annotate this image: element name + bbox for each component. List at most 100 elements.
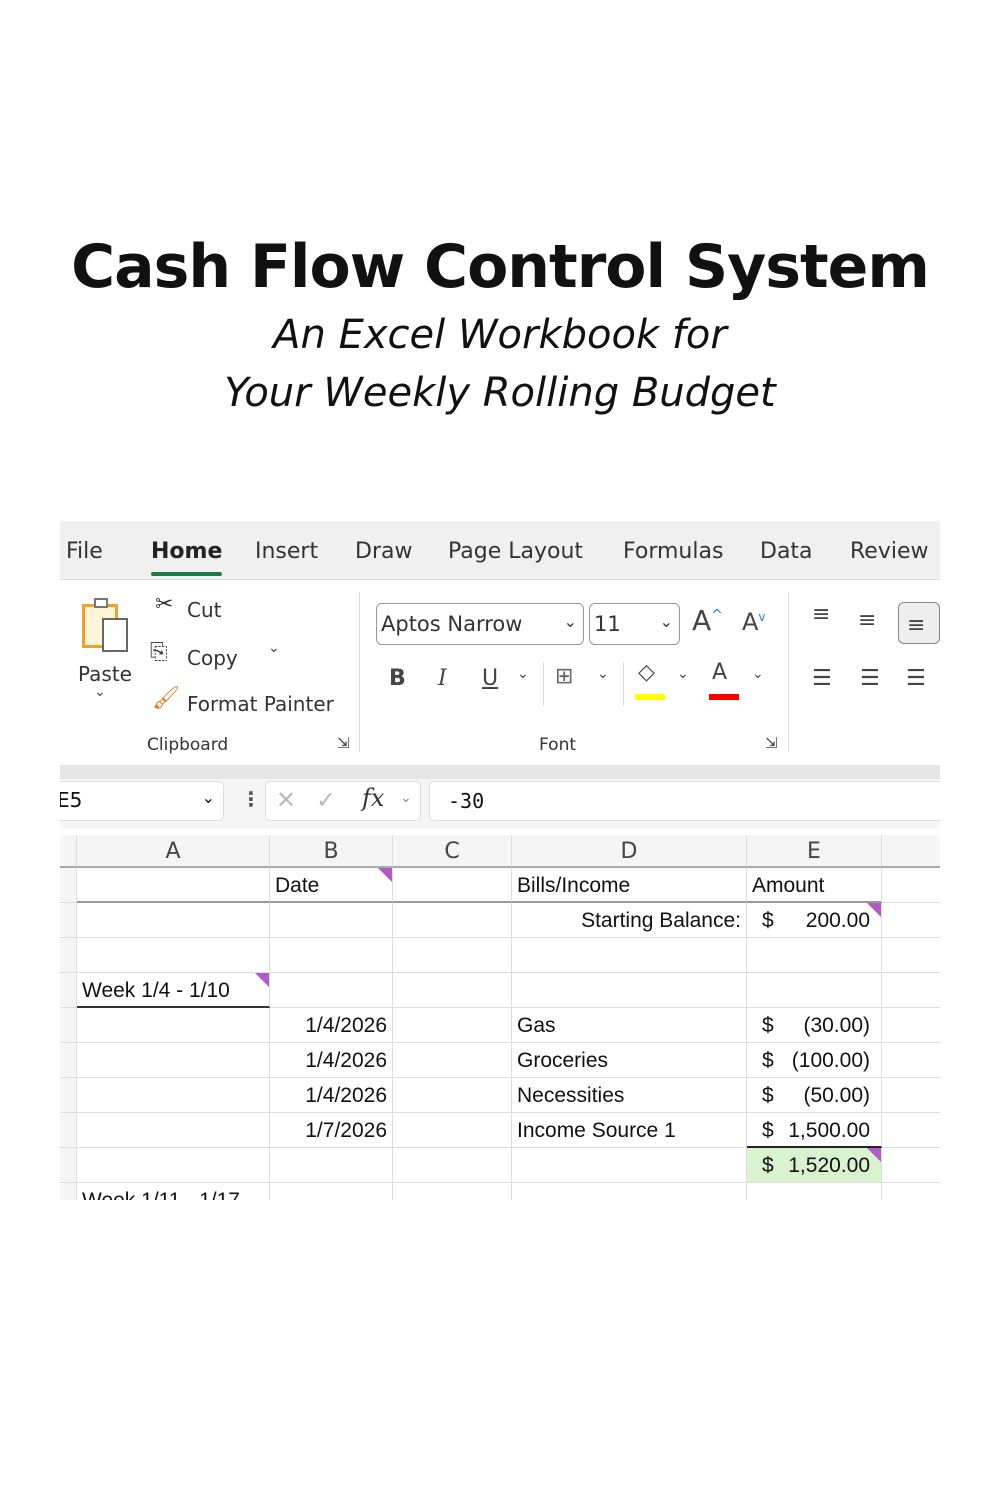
font-size-select[interactable]: 11 ⌄ [589, 603, 680, 645]
cell-f7[interactable] [882, 1078, 940, 1113]
cancel-icon[interactable]: ✕ [276, 786, 297, 814]
cell-d4[interactable] [512, 973, 747, 1008]
align-middle-icon[interactable]: ≡ [858, 608, 877, 633]
cell-b4[interactable] [270, 973, 393, 1008]
cell-e4[interactable] [747, 973, 882, 1008]
fill-color-icon[interactable]: ◇ [638, 660, 655, 685]
copy-button[interactable]: Copy [187, 646, 238, 670]
cell-b2[interactable] [270, 903, 393, 938]
row-header[interactable] [60, 1183, 77, 1200]
cell-f8[interactable] [882, 1113, 940, 1148]
cell-e3[interactable] [747, 938, 882, 973]
cell-c3[interactable] [393, 938, 512, 973]
column-header-f[interactable] [882, 835, 940, 868]
cell-b9[interactable] [270, 1148, 393, 1183]
cell-c2[interactable] [393, 903, 512, 938]
cell-a6[interactable] [77, 1043, 270, 1078]
tab-page-layout[interactable]: Page Layout [448, 539, 584, 564]
cell-b8[interactable]: 1/7/2026 [270, 1113, 393, 1148]
cell-f2[interactable] [882, 903, 940, 938]
cell-b6[interactable]: 1/4/2026 [270, 1043, 393, 1078]
cell-c1[interactable] [393, 868, 512, 903]
cell-d5[interactable]: Gas [512, 1008, 747, 1043]
row-header[interactable] [60, 1148, 77, 1183]
row-header[interactable] [60, 1008, 77, 1043]
cell-a7[interactable] [77, 1078, 270, 1113]
cell-f9[interactable] [882, 1148, 940, 1183]
name-box[interactable]: E5 ⌄ [60, 781, 224, 821]
align-bottom-button[interactable]: ≡ [898, 602, 940, 644]
select-all[interactable] [60, 835, 77, 868]
align-left-icon[interactable]: ☰ [812, 666, 832, 691]
formula-input[interactable]: -30 [429, 781, 940, 821]
cell-d8[interactable]: Income Source 1 [512, 1113, 747, 1148]
underline-button[interactable]: U [482, 666, 499, 691]
tab-file[interactable]: File [66, 539, 103, 564]
cell-c6[interactable] [393, 1043, 512, 1078]
copy-chevron-icon[interactable]: ⌄ [268, 640, 280, 656]
column-header-a[interactable]: A [77, 835, 270, 868]
align-top-icon[interactable]: ≡ [812, 602, 831, 627]
cell-f4[interactable] [882, 973, 940, 1008]
fill-chevron-icon[interactable]: ⌄ [677, 666, 689, 682]
tab-home[interactable]: Home [151, 539, 223, 576]
cell-e6[interactable]: $ (100.00) [747, 1043, 882, 1078]
cell-c10[interactable] [393, 1183, 512, 1200]
cut-button[interactable]: Cut [187, 598, 222, 622]
cell-c5[interactable] [393, 1008, 512, 1043]
font-name-select[interactable]: Aptos Narrow ⌄ [376, 603, 584, 645]
increase-font-size-icon[interactable]: A^ [692, 604, 723, 637]
cell-f10[interactable] [882, 1183, 940, 1200]
row-header[interactable] [60, 1078, 77, 1113]
row-header[interactable] [60, 868, 77, 903]
cell-b3[interactable] [270, 938, 393, 973]
cell-d1[interactable]: Bills/Income [512, 868, 747, 903]
tab-review[interactable]: Review [850, 539, 929, 564]
cell-f5[interactable] [882, 1008, 940, 1043]
cell-f3[interactable] [882, 938, 940, 973]
cell-a8[interactable] [77, 1113, 270, 1148]
font-color-chevron-icon[interactable]: ⌄ [752, 666, 764, 682]
chevron-down-icon[interactable]: ⌄ [94, 684, 106, 700]
cell-d10[interactable] [512, 1183, 747, 1200]
cell-d3[interactable] [512, 938, 747, 973]
cell-e9[interactable]: $1,520.00 [747, 1148, 882, 1183]
row-header[interactable] [60, 938, 77, 973]
row-header[interactable] [60, 973, 77, 1008]
decrease-font-size-icon[interactable]: Av [742, 608, 766, 636]
column-header-d[interactable]: D [512, 835, 747, 868]
cell-d2[interactable]: Starting Balance: [512, 903, 747, 938]
cell-a4[interactable]: Week 1/4 - 1/10 [77, 973, 270, 1008]
cell-f6[interactable] [882, 1043, 940, 1078]
more-options-icon[interactable]: ⋮ [241, 787, 261, 811]
cell-b7[interactable]: 1/4/2026 [270, 1078, 393, 1113]
cell-c7[interactable] [393, 1078, 512, 1113]
cell-e7[interactable]: $ (50.00) [747, 1078, 882, 1113]
cell-a3[interactable] [77, 938, 270, 973]
insert-function-icon[interactable]: fx [362, 784, 385, 812]
cell-c9[interactable] [393, 1148, 512, 1183]
cell-d7[interactable]: Necessities [512, 1078, 747, 1113]
column-header-e[interactable]: E [747, 835, 882, 868]
cell-b5[interactable]: 1/4/2026 [270, 1008, 393, 1043]
paste-icon[interactable] [78, 596, 134, 656]
cell-e10[interactable] [747, 1183, 882, 1200]
enter-icon[interactable]: ✓ [316, 786, 337, 814]
cell-b1[interactable]: Date [270, 868, 393, 903]
cell-a9[interactable] [77, 1148, 270, 1183]
tab-data[interactable]: Data [760, 539, 813, 564]
cell-e2[interactable]: $200.00 [747, 903, 882, 938]
column-header-b[interactable]: B [270, 835, 393, 868]
borders-icon[interactable]: ⊞ [555, 664, 574, 689]
dialog-launcher-icon[interactable]: ⇲ [765, 734, 778, 752]
cell-c8[interactable] [393, 1113, 512, 1148]
tab-draw[interactable]: Draw [355, 539, 413, 564]
tab-insert[interactable]: Insert [255, 539, 319, 564]
row-header[interactable] [60, 1113, 77, 1148]
italic-button[interactable]: I [438, 666, 447, 691]
cell-b10[interactable] [270, 1183, 393, 1200]
cell-a2[interactable] [77, 903, 270, 938]
tab-formulas[interactable]: Formulas [623, 539, 724, 564]
cell-a10[interactable]: Week 1/11 - 1/17 [77, 1183, 270, 1200]
align-center-icon[interactable]: ☰ [860, 666, 880, 691]
